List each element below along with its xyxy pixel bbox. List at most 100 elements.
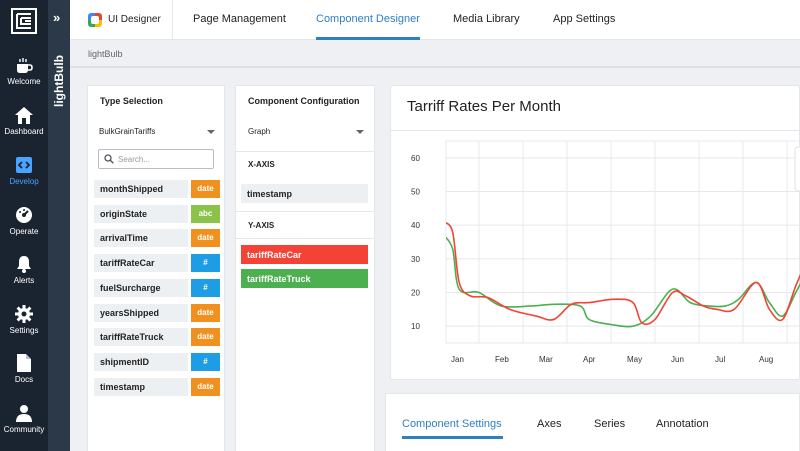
series-line-tariffRateCar[interactable]	[444, 222, 800, 326]
field-type-badge: #	[191, 352, 220, 371]
line-chart[interactable]: 10 20 30 40 50 60 Jan Feb Mar Apr May Jun Jul Aug	[391, 131, 800, 381]
field-type-badge: date	[191, 180, 220, 198]
nav-item-alerts[interactable]: Alerts	[0, 255, 48, 299]
field-row[interactable]: monthShipped date	[94, 180, 220, 198]
component-type-selected: Graph	[248, 127, 271, 136]
field-row[interactable]: tariffRateCar #	[94, 254, 220, 273]
settings-tabs-panel: Component Settings Axes Series Annotatio…	[385, 393, 800, 451]
nav-item-develop[interactable]: Develop	[0, 156, 48, 200]
field-row[interactable]: timestamp date	[94, 377, 220, 396]
field-row[interactable]: yearsShipped date	[94, 303, 220, 322]
panel-title: Type Selection	[100, 96, 163, 106]
tab-component-settings[interactable]: Component Settings	[402, 418, 502, 430]
y-axis-field-chip[interactable]: tariffRateCar	[241, 245, 368, 264]
app-name-vertical: lightBulb	[52, 55, 66, 107]
nav-item-welcome[interactable]: Welcome	[0, 58, 48, 102]
field-type-badge: #	[191, 278, 220, 297]
tab-axes[interactable]: Axes	[537, 418, 562, 430]
nav-item-docs[interactable]: Docs	[0, 354, 48, 398]
type-selection-panel: Type Selection BulkGrainTariffs Search..…	[87, 85, 225, 451]
component-type-dropdown[interactable]: Graph	[248, 127, 364, 139]
search-placeholder: Search...	[118, 155, 151, 164]
nav-label: Dashboard	[4, 127, 44, 136]
dataset-selected: BulkGrainTariffs	[99, 127, 156, 136]
field-name: originState	[94, 204, 188, 223]
tab-component-designer[interactable]: Component Designer	[316, 13, 420, 25]
field-name: shipmentID	[94, 352, 188, 371]
field-type-badge: date	[191, 377, 220, 396]
document-icon	[17, 354, 31, 372]
bell-icon	[17, 256, 31, 273]
tab-media-library[interactable]: Media Library	[453, 13, 520, 25]
x-tick-label: Apr	[583, 355, 596, 364]
breadcrumb[interactable]: lightBulb	[88, 49, 123, 59]
x-axis-heading: X-AXIS	[248, 160, 275, 169]
divider	[236, 151, 374, 152]
field-type-badge: date	[191, 328, 220, 347]
header-divider	[70, 66, 800, 68]
field-name: monthShipped	[94, 180, 188, 198]
double-chevron-right-icon[interactable]: »	[53, 10, 61, 25]
nav-item-dashboard[interactable]: Dashboard	[0, 107, 48, 151]
y-tick-label: 20	[411, 289, 420, 298]
ui-designer-brand[interactable]: UI Designer	[70, 0, 173, 40]
dataset-dropdown[interactable]: BulkGrainTariffs	[99, 127, 215, 139]
chart-legend[interactable]	[794, 146, 800, 192]
nav-item-settings[interactable]: Settings	[0, 305, 48, 349]
tab-annotation[interactable]: Annotation	[656, 418, 709, 430]
panel-title: Component Configuration	[248, 96, 360, 106]
divider	[236, 238, 374, 239]
app-strip: » lightBulb	[48, 0, 70, 451]
home-icon	[15, 107, 33, 124]
main-sidebar: Welcome Dashboard Develop Operate Alerts	[0, 0, 48, 451]
divider	[236, 211, 374, 212]
ui-designer-logo-icon	[88, 13, 102, 27]
field-type-badge: #	[191, 254, 220, 273]
search-input[interactable]: Search...	[98, 149, 214, 169]
nav-label: Settings	[9, 326, 39, 335]
y-axis-heading: Y-AXIS	[248, 221, 275, 230]
component-config-panel: Component Configuration Graph X-AXIS tim…	[235, 85, 375, 451]
y-tick-label: 10	[411, 322, 420, 331]
y-tick-label: 30	[411, 255, 420, 264]
code-icon	[16, 157, 32, 173]
people-icon	[16, 405, 32, 422]
x-tick-label: Jun	[671, 355, 684, 364]
x-axis-field-chip[interactable]: timestamp	[241, 184, 368, 203]
field-row[interactable]: originState abc	[94, 204, 220, 223]
chart-title: Tarriff Rates Per Month	[407, 98, 561, 115]
tab-app-settings[interactable]: App Settings	[553, 13, 616, 25]
x-tick-label: Mar	[539, 355, 553, 364]
y-tick-label: 60	[411, 154, 420, 163]
y-tick-label: 50	[411, 188, 420, 197]
chevron-down-icon	[207, 130, 215, 134]
x-tick-label: May	[627, 355, 642, 364]
tab-page-management[interactable]: Page Management	[193, 13, 286, 25]
series-line-tariffRateTruck[interactable]	[444, 235, 800, 328]
top-navigation: UI Designer Page Management Component De…	[70, 0, 800, 40]
x-tick-label: Jul	[715, 355, 725, 364]
field-row[interactable]: tariffRateTruck date	[94, 328, 220, 347]
plot-area	[445, 140, 800, 344]
field-row[interactable]: shipmentID #	[94, 352, 220, 371]
active-tab-indicator	[316, 37, 420, 40]
field-row[interactable]: arrivalTime date	[94, 229, 220, 248]
gear-icon	[15, 305, 33, 323]
chevron-down-icon	[356, 130, 364, 134]
brand-label: UI Designer	[108, 14, 161, 25]
app-logo-icon[interactable]	[11, 8, 37, 34]
y-axis-field-chip[interactable]: tariffRateTruck	[241, 269, 368, 288]
field-name: arrivalTime	[94, 229, 188, 248]
field-type-badge: date	[191, 229, 220, 248]
field-type-badge: abc	[191, 204, 220, 223]
tab-series[interactable]: Series	[594, 418, 626, 430]
x-tick-label: Aug	[759, 355, 773, 364]
field-row[interactable]: fuelSurcharge #	[94, 278, 220, 297]
active-tab-indicator	[402, 436, 503, 439]
nav-label: Operate	[9, 227, 39, 236]
chart-panel: Tarriff Rates Per Month 10 20 30 40 50 60 Jan F…	[390, 85, 800, 380]
nav-item-community[interactable]: Community	[0, 404, 48, 448]
nav-item-operate[interactable]: Operate	[0, 206, 48, 250]
y-tick-label: 40	[411, 221, 420, 230]
field-name: fuelSurcharge	[94, 278, 188, 297]
